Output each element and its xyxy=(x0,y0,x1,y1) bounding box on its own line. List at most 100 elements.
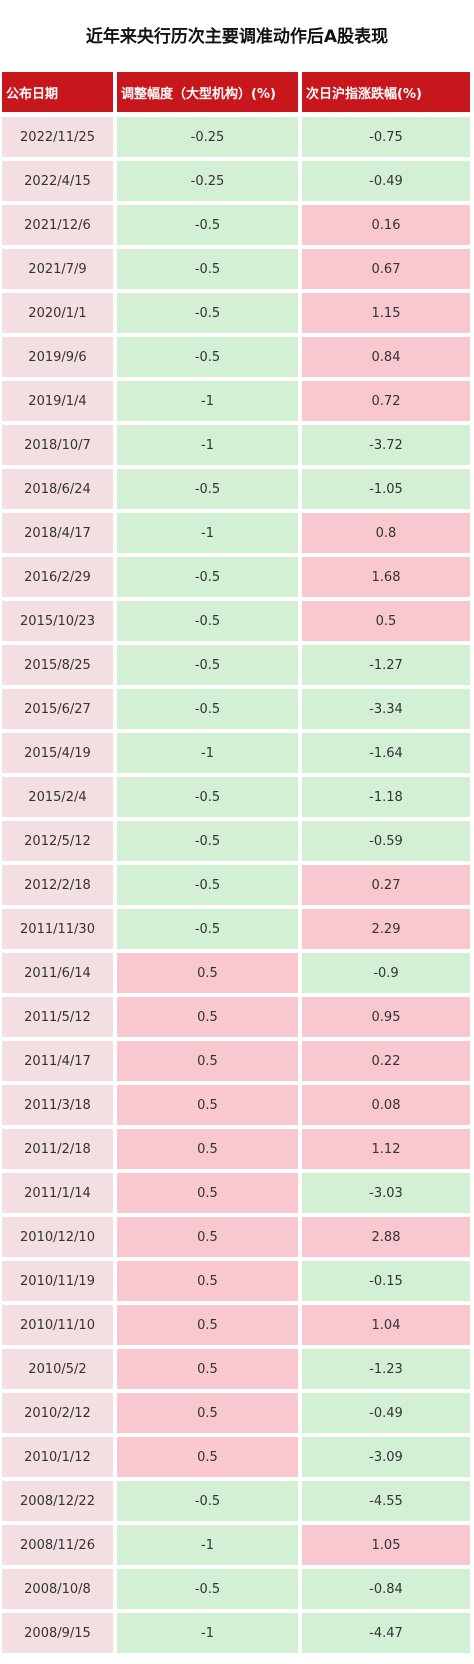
date-cell: 2011/2/18 xyxy=(2,1129,113,1169)
value-cell: -0.5 xyxy=(117,821,298,861)
value-cell: 0.08 xyxy=(302,1085,470,1125)
value-cell: 0.8 xyxy=(302,513,470,553)
date-cell: 2015/10/23 xyxy=(2,601,113,641)
title: 近年来央行历次主要调准动作后A股表现 xyxy=(85,27,389,47)
date-cell: 2011/1/14 xyxy=(2,1173,113,1213)
value-cell: 1.12 xyxy=(302,1129,470,1169)
value-cell: -0.5 xyxy=(117,205,298,245)
date-cell: 2011/3/18 xyxy=(2,1085,113,1125)
value-cell: 0.5 xyxy=(117,1173,298,1213)
value-cell: 0.5 xyxy=(117,1085,298,1125)
date-cell: 2021/7/9 xyxy=(2,249,113,289)
header-cell: 调整幅度（大型机构）(%) xyxy=(117,72,298,112)
value-cell: -1 xyxy=(117,381,298,421)
value-cell: 0.84 xyxy=(302,337,470,377)
value-cell: -0.5 xyxy=(117,337,298,377)
date-cell: 2008/9/15 xyxy=(2,1613,113,1653)
value-cell: -1 xyxy=(117,513,298,553)
value-cell: 0.95 xyxy=(302,997,470,1037)
value-cell: -4.55 xyxy=(302,1481,470,1521)
value-cell: 1.68 xyxy=(302,557,470,597)
value-cell: -0.5 xyxy=(117,557,298,597)
value-cell: 0.72 xyxy=(302,381,470,421)
value-cell: -0.5 xyxy=(117,645,298,685)
date-cell: 2012/5/12 xyxy=(2,821,113,861)
date-cell: 2008/12/22 xyxy=(2,1481,113,1521)
date-cell: 2022/11/25 xyxy=(2,117,113,157)
date-cell: 2012/2/18 xyxy=(2,865,113,905)
value-cell: 0.5 xyxy=(117,953,298,993)
value-cell: -0.15 xyxy=(302,1261,470,1301)
date-cell: 2008/11/26 xyxy=(2,1525,113,1565)
date-cell: 2015/2/4 xyxy=(2,777,113,817)
value-cell: -1 xyxy=(117,1613,298,1653)
value-cell: -0.5 xyxy=(117,1481,298,1521)
value-cell: -0.25 xyxy=(117,161,298,201)
date-cell: 2010/11/19 xyxy=(2,1261,113,1301)
value-cell: 2.88 xyxy=(302,1217,470,1257)
date-cell: 2018/10/7 xyxy=(2,425,113,465)
value-cell: -1.64 xyxy=(302,733,470,773)
value-cell: 0.27 xyxy=(302,865,470,905)
value-cell: -0.5 xyxy=(117,865,298,905)
date-cell: 2020/1/1 xyxy=(2,293,113,333)
date-cell: 2011/5/12 xyxy=(2,997,113,1037)
value-cell: 0.5 xyxy=(117,1305,298,1345)
date-cell: 2016/2/29 xyxy=(2,557,113,597)
value-cell: 1.04 xyxy=(302,1305,470,1345)
date-cell: 2018/4/17 xyxy=(2,513,113,553)
value-cell: 2.29 xyxy=(302,909,470,949)
date-cell: 2019/9/6 xyxy=(2,337,113,377)
value-cell: 0.67 xyxy=(302,249,470,289)
header-cell: 次日沪指涨跌幅(%) xyxy=(302,72,470,112)
value-cell: -1.18 xyxy=(302,777,470,817)
date-cell: 2018/6/24 xyxy=(2,469,113,509)
value-cell: 0.5 xyxy=(117,1217,298,1257)
value-cell: -0.5 xyxy=(117,777,298,817)
date-cell: 2010/1/12 xyxy=(2,1437,113,1477)
value-cell: -0.75 xyxy=(302,117,470,157)
value-cell: 1.05 xyxy=(302,1525,470,1565)
value-cell: 0.16 xyxy=(302,205,470,245)
value-cell: -3.09 xyxy=(302,1437,470,1477)
value-cell: -0.25 xyxy=(117,117,298,157)
date-cell: 2010/2/12 xyxy=(2,1393,113,1433)
value-cell: -0.5 xyxy=(117,469,298,509)
date-cell: 2010/12/10 xyxy=(2,1217,113,1257)
value-cell: -0.49 xyxy=(302,1393,470,1433)
value-cell: 1.15 xyxy=(302,293,470,333)
date-cell: 2010/11/10 xyxy=(2,1305,113,1345)
value-cell: -0.5 xyxy=(117,1569,298,1609)
value-cell: -3.34 xyxy=(302,689,470,729)
value-cell: -4.47 xyxy=(302,1613,470,1653)
value-cell: -1 xyxy=(117,1525,298,1565)
value-cell: -0.59 xyxy=(302,821,470,861)
value-cell: -1 xyxy=(117,425,298,465)
value-cell: -0.5 xyxy=(117,601,298,641)
value-cell: 0.5 xyxy=(302,601,470,641)
date-cell: 2015/4/19 xyxy=(2,733,113,773)
value-cell: -0.5 xyxy=(117,249,298,289)
value-cell: -1 xyxy=(117,733,298,773)
value-cell: 0.22 xyxy=(302,1041,470,1081)
value-cell: -3.72 xyxy=(302,425,470,465)
value-cell: -0.49 xyxy=(302,161,470,201)
date-cell: 2019/1/4 xyxy=(2,381,113,421)
value-cell: 0.5 xyxy=(117,1261,298,1301)
date-cell: 2015/6/27 xyxy=(2,689,113,729)
value-cell: 0.5 xyxy=(117,997,298,1037)
date-cell: 2022/4/15 xyxy=(2,161,113,201)
date-cell: 2021/12/6 xyxy=(2,205,113,245)
value-cell: -3.03 xyxy=(302,1173,470,1213)
value-cell: -0.5 xyxy=(117,293,298,333)
value-cell: 0.5 xyxy=(117,1437,298,1477)
value-cell: 0.5 xyxy=(117,1041,298,1081)
date-cell: 2011/6/14 xyxy=(2,953,113,993)
value-cell: -0.5 xyxy=(117,909,298,949)
header-cell: 公布日期 xyxy=(2,72,113,112)
date-cell: 2010/5/2 xyxy=(2,1349,113,1389)
value-cell: 0.5 xyxy=(117,1129,298,1169)
date-cell: 2015/8/25 xyxy=(2,645,113,685)
value-cell: 0.5 xyxy=(117,1349,298,1389)
